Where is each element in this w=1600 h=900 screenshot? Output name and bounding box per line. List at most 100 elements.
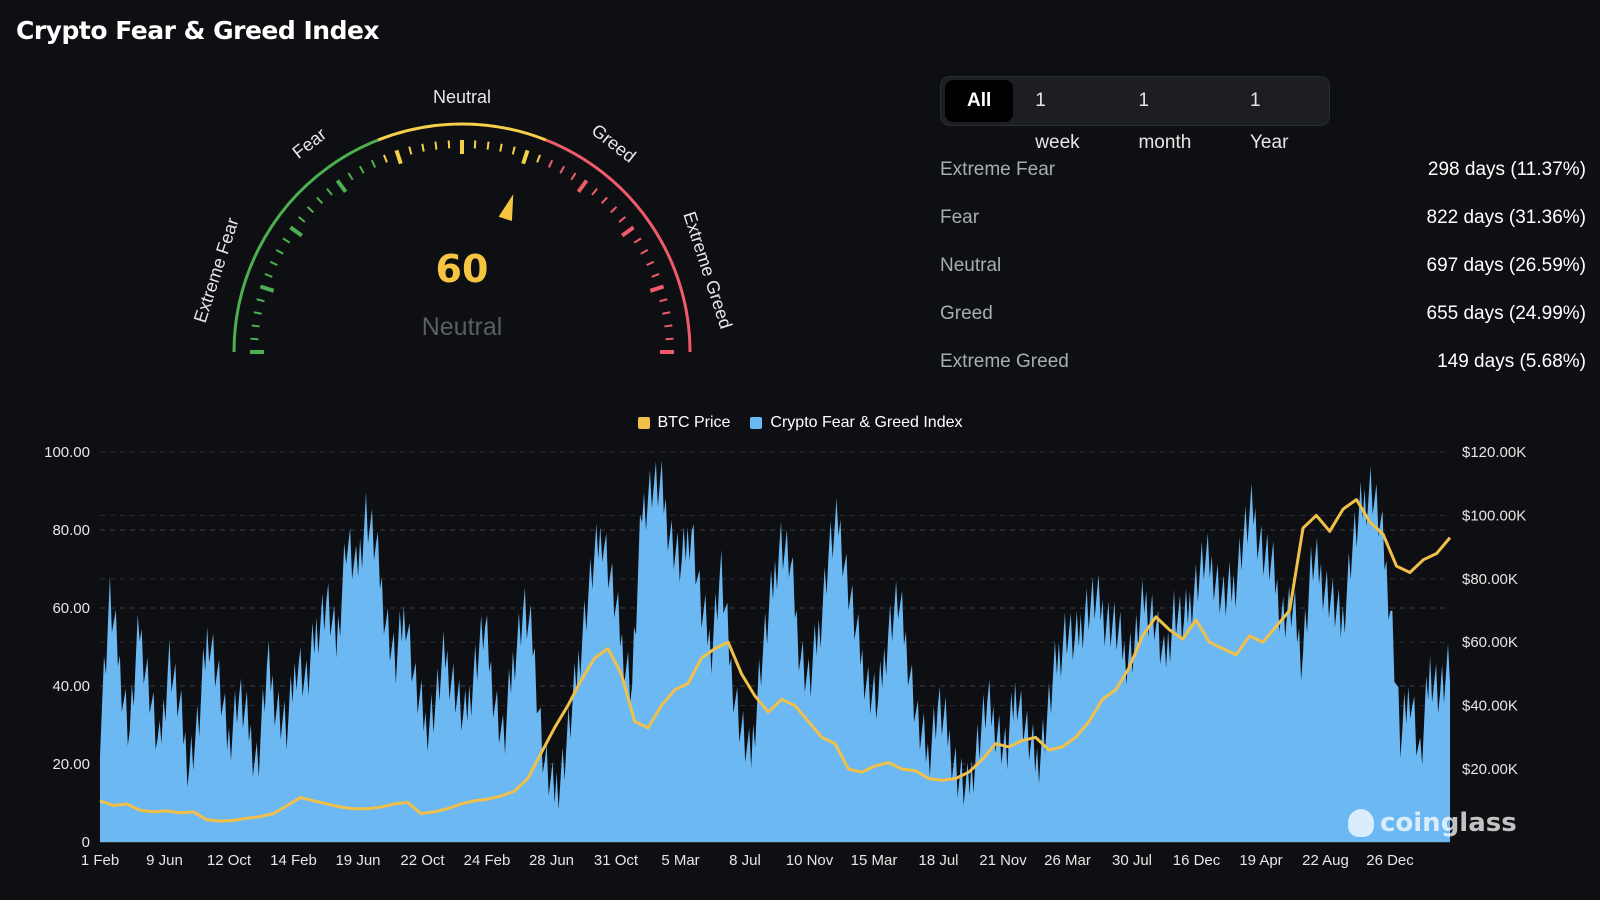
legend-swatch-index [750, 417, 763, 429]
stat-value: 298 days (11.37%) [1427, 159, 1586, 180]
gauge-tick [264, 273, 273, 278]
x-tick-label: 28 Jun [529, 852, 574, 869]
y-left-tick-label: 0 [82, 834, 90, 851]
gauge-tick [600, 196, 608, 204]
tab-1-year[interactable]: 1 Year [1250, 90, 1289, 153]
stat-label: Extreme Greed [940, 351, 1069, 372]
gauge-tick [618, 216, 626, 223]
gauge-tick [421, 143, 425, 152]
y-left-tick-label: 80.00 [52, 522, 90, 539]
gauge-tick [259, 284, 275, 293]
y-left-tick-label: 20.00 [52, 756, 90, 773]
stat-label: Neutral [940, 255, 1002, 276]
tab-1-week[interactable]: 1 week [1035, 90, 1080, 153]
gauge-tick [383, 154, 388, 163]
x-tick-label: 22 Oct [400, 852, 445, 869]
gauge-tick [499, 143, 503, 152]
gauge-tick [447, 140, 451, 149]
gauge-tick [646, 260, 655, 267]
watermark-text: coinglass [1380, 808, 1517, 838]
x-tick-label: 22 Aug [1302, 852, 1349, 869]
x-tick-label: 14 Feb [270, 852, 317, 869]
gauge-label-fear: Fear [289, 124, 330, 163]
x-tick-label: 18 Jul [918, 852, 958, 869]
stat-label: Fear [940, 207, 980, 228]
gauge-tick [394, 149, 403, 165]
gauge-tick [251, 324, 260, 328]
stat-label: Extreme Fear [940, 159, 1056, 180]
page-title: Crypto Fear & Greed Index [16, 16, 380, 45]
gauge-arc-segment [327, 138, 379, 169]
gauge-label-extreme-fear: Extreme Fear [190, 215, 243, 325]
chart-legend: BTC Price Crypto Fear & Greed Index [0, 414, 1600, 432]
gauge-arc-segment [545, 138, 692, 353]
gauge-tick [610, 206, 618, 214]
gauge-tick [370, 159, 377, 168]
stat-row-neutral: Neutral 697 days (26.59%) [940, 242, 1586, 290]
x-tick-label: 31 Oct [594, 852, 639, 869]
legend-item-fear-greed[interactable]: Crypto Fear & Greed Index [750, 414, 963, 432]
gauge-label-greed: Greed [588, 120, 640, 167]
gauge-tick [306, 206, 314, 214]
x-tick-label: 5 Mar [661, 852, 699, 869]
x-tick-label: 1 Feb [81, 852, 119, 869]
y-left-tick-label: 100.00 [44, 444, 90, 461]
gauge-tick [621, 225, 635, 238]
x-tick-label: 9 Jun [146, 852, 183, 869]
gauge-tick [269, 260, 278, 267]
legend-item-btc-price[interactable]: BTC Price [637, 414, 730, 432]
x-tick-label: 26 Dec [1366, 852, 1414, 869]
y-right-tick-label: $100.00K [1462, 507, 1526, 524]
stat-value: 149 days (5.68%) [1437, 351, 1586, 372]
x-tick-label: 12 Oct [207, 852, 252, 869]
gauge-tick [316, 196, 324, 204]
time-range-tabs: All 1 week 1 month 1 Year [940, 76, 1330, 153]
tab-all[interactable]: All [945, 80, 1014, 122]
gauge-tick [662, 311, 671, 315]
coinglass-watermark: coinglass [1348, 808, 1517, 838]
gauge-tick [347, 172, 354, 181]
stat-value: 697 days (26.59%) [1426, 255, 1587, 276]
gauge-tick [298, 216, 306, 223]
x-tick-label: 26 Mar [1044, 852, 1091, 869]
legend-swatch-btc [637, 417, 650, 429]
stat-row-extreme-fear: Extreme Fear 298 days (11.37%) [940, 146, 1586, 194]
btc-price-line [99, 498, 1452, 823]
y-right-tick-label: $80.00K [1462, 571, 1518, 588]
stat-row-fear: Fear 822 days (31.36%) [940, 194, 1586, 242]
stat-label: Greed [940, 303, 993, 324]
y-right-tick-label: $60.00K [1462, 634, 1518, 651]
y-right-tick-label: $120.00K [1462, 444, 1526, 461]
gauge-tick [591, 188, 598, 196]
sentiment-stats: Extreme Fear 298 days (11.37%) Fear 822 … [940, 146, 1586, 386]
y-left-tick-label: 40.00 [52, 678, 90, 695]
tab-1-month[interactable]: 1 month [1138, 90, 1192, 153]
gauge-tick [408, 146, 413, 155]
stat-row-extreme-greed: Extreme Greed 149 days (5.68%) [940, 338, 1586, 386]
gauge-tick [358, 165, 365, 174]
gauge-tick [547, 159, 554, 168]
gauge-tick [253, 311, 262, 315]
gauge-tick [659, 298, 668, 303]
fear-greed-gauge: Extreme Fear Fear Neutral Greed Extreme … [190, 87, 736, 354]
gauge-tick [664, 324, 673, 328]
gauge-tick [473, 140, 477, 149]
y-right-tick-label: $40.00K [1462, 698, 1518, 715]
coinglass-logo-icon [1348, 809, 1374, 837]
gauge-tick [250, 337, 259, 341]
gauge-tick [282, 237, 291, 244]
x-tick-label: 10 Nov [786, 852, 834, 869]
gauge-tick [326, 188, 333, 196]
gauge-tick [633, 237, 642, 244]
x-tick-label: 16 Dec [1173, 852, 1221, 869]
gauge-tick [665, 337, 674, 341]
x-tick-label: 8 Jul [729, 852, 761, 869]
gauge-tick [559, 165, 566, 174]
gauge-label-neutral: Neutral [433, 87, 491, 107]
x-tick-label: 19 Jun [335, 852, 380, 869]
gauge-tick [570, 172, 577, 181]
gauge-tick [511, 146, 516, 155]
gauge-status: Neutral [422, 313, 503, 341]
gauge-tick [640, 248, 649, 255]
gauge-tick [576, 179, 589, 193]
